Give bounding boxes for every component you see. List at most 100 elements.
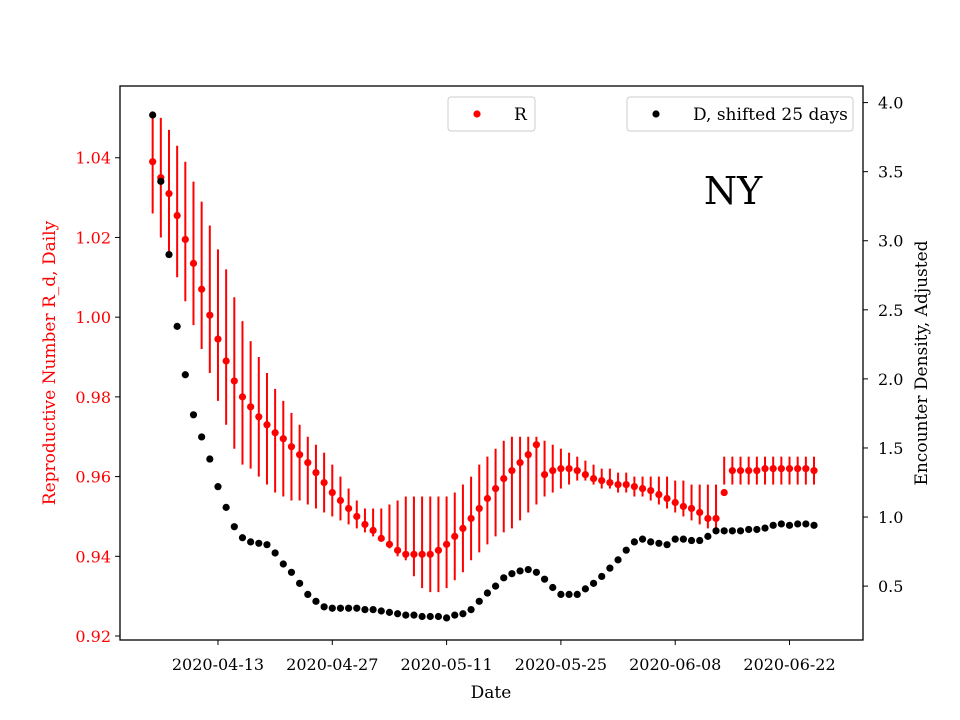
legend-r: R: [447, 96, 536, 132]
r-point: [385, 540, 394, 548]
r-point: [802, 465, 810, 473]
d-point: [532, 568, 541, 576]
r-point: [712, 514, 720, 523]
y-left-tick-label: 1.02: [75, 228, 111, 247]
r-point: [247, 403, 255, 411]
r-point: [622, 480, 630, 489]
d-point: [573, 590, 581, 599]
r-point: [557, 465, 565, 473]
y-right-tick-label: 3.5: [878, 163, 903, 182]
d-point: [336, 604, 345, 612]
y-axis-right-label: Encounter Density, Adjusted: [912, 240, 932, 485]
r-point: [336, 496, 345, 505]
d-point: [418, 612, 426, 621]
d-point: [565, 590, 573, 599]
r-point: [263, 421, 271, 429]
d-point: [794, 520, 802, 528]
d-point: [557, 590, 565, 599]
d-point: [312, 597, 320, 605]
r-point: [198, 285, 206, 293]
r-point: [630, 482, 638, 491]
y-right-tick-label: 2.5: [878, 301, 903, 320]
y-right-tick-label: 4.0: [878, 94, 903, 113]
r-point: [296, 451, 304, 459]
r-point: [328, 488, 336, 497]
d-point: [214, 483, 222, 491]
r-point: [581, 470, 589, 479]
d-point: [679, 535, 687, 543]
state-annotation: NY: [704, 169, 763, 213]
d-point: [369, 606, 377, 614]
x-tick-label: 2020-05-25: [515, 655, 607, 674]
r-point: [532, 441, 541, 449]
d-point: [377, 607, 385, 615]
d-point: [745, 525, 753, 534]
d-point: [483, 589, 492, 597]
r-point: [745, 467, 753, 475]
r-point: [598, 476, 606, 485]
r-point: [671, 498, 679, 507]
r-point: [434, 546, 443, 554]
r-point: [418, 550, 426, 558]
r-point: [255, 413, 263, 421]
y-axis-left-label: Reproductive Number R_d, Daily: [40, 220, 60, 505]
d-point: [785, 521, 794, 529]
d-point: [524, 565, 532, 574]
r-point: [565, 465, 573, 473]
r-point: [500, 474, 508, 483]
legend-d-frame: [626, 96, 854, 132]
r-points: [149, 158, 818, 558]
r-point: [402, 550, 410, 558]
x-axis-label: Date: [471, 683, 512, 703]
r-point: [149, 158, 157, 166]
r-point: [696, 508, 704, 517]
d-point: [712, 527, 720, 535]
r-point: [206, 311, 214, 319]
d-point: [475, 597, 483, 605]
d-point: [687, 536, 696, 545]
r-point: [222, 357, 230, 365]
r-point: [769, 465, 777, 473]
r-point: [475, 504, 483, 513]
r-point: [508, 467, 516, 475]
d-point: [508, 570, 516, 578]
y-left-tick-label: 1.00: [75, 308, 111, 327]
r-point: [353, 512, 361, 521]
d-point: [777, 520, 785, 528]
d-point: [671, 535, 679, 543]
r-point: [410, 550, 418, 558]
legend-r-label: R: [514, 105, 528, 125]
d-point: [630, 538, 638, 546]
y-axis-left: 0.92 0.94 0.96 0.98 1.00 1.02 1.04: [75, 149, 120, 646]
y-left-tick-label: 0.92: [75, 627, 111, 646]
r-point: [687, 504, 696, 513]
y-left-tick-label: 0.96: [75, 468, 111, 487]
d-point: [769, 521, 777, 529]
d-point: [361, 606, 369, 614]
d-point: [279, 560, 287, 568]
r-point: [728, 467, 736, 475]
d-point: [467, 606, 475, 614]
d-point: [410, 611, 418, 619]
d-point: [638, 535, 647, 543]
d-point: [442, 614, 451, 622]
d-point: [230, 523, 238, 531]
y-left-tick-label: 1.04: [75, 149, 111, 168]
r-point: [173, 211, 181, 220]
r-point: [345, 504, 353, 513]
r-point: [304, 459, 312, 467]
d-point: [296, 579, 304, 587]
y-right-tick-label: 0.5: [878, 577, 903, 596]
r-point: [606, 478, 614, 487]
d-point: [598, 572, 606, 581]
y-right-tick-label: 1.5: [878, 439, 903, 458]
r-point: [320, 478, 328, 487]
d-point: [622, 546, 630, 554]
d-point: [549, 583, 557, 592]
r-point: [647, 486, 655, 495]
d-point: [761, 524, 769, 532]
d-point: [206, 455, 214, 463]
r-point: [540, 470, 549, 479]
r-point: [189, 259, 198, 267]
r-point: [777, 465, 785, 473]
